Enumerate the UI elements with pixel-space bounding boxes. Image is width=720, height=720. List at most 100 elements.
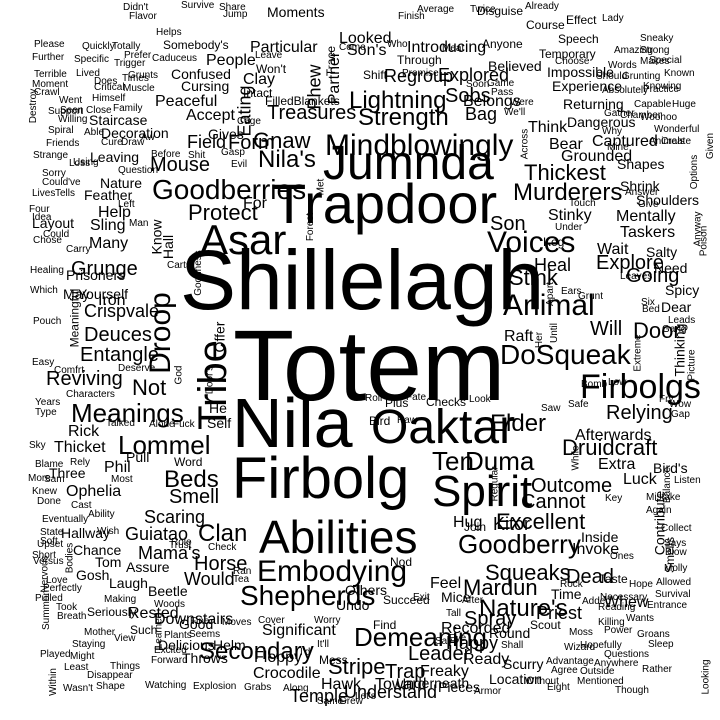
word-things: Things [110, 661, 141, 672]
word-say: Say [435, 636, 453, 647]
word-regroup: Regroup [384, 66, 454, 86]
word-laugh: Laugh [109, 575, 148, 591]
word-love: Love [46, 575, 68, 586]
word-talked: Talked [106, 418, 135, 429]
word-played: Played [40, 649, 71, 660]
word-id: I'd [300, 647, 311, 658]
word-staircase: Staircase [89, 112, 148, 128]
word-poison: Poison [698, 225, 710, 257]
word-please: Please [34, 39, 65, 50]
word-sneaky: Sneaky [640, 33, 674, 44]
word-sling: Sling [90, 217, 126, 234]
word-huge: Huge [672, 99, 696, 110]
word-gosh: Gosh [76, 567, 110, 583]
word-promise: Promise [402, 68, 439, 79]
word-years: Years [35, 397, 61, 408]
word-regular: Regular [489, 466, 501, 502]
word-shepherds: Shepherds [240, 580, 376, 611]
word-jumnda: Jumnda [323, 137, 494, 190]
word-many: Many [89, 235, 129, 252]
word-groans: Groans [637, 629, 670, 640]
word-goodberry: Goodberry [458, 529, 581, 559]
word-sleep: Sleep [648, 639, 674, 650]
word-form: Form [228, 132, 275, 154]
word-abilities: Abilities [259, 511, 418, 563]
word-taste: Taste [599, 572, 628, 586]
word-temple: Temple [290, 686, 349, 706]
word-crispvale: Crispvale [84, 301, 160, 321]
word-eye: Eye [449, 633, 467, 644]
word-throws: Throws [182, 650, 228, 666]
word-leave: Leave [255, 50, 283, 61]
word-who: Who [387, 39, 408, 50]
word-wow: Wow [669, 399, 692, 410]
word-three: Three [49, 465, 86, 481]
word-word: Word [174, 455, 203, 469]
word-easy: Easy [32, 357, 55, 368]
word-leaves: Leaves [620, 271, 653, 282]
word-invoke: Invoke [572, 541, 620, 558]
word-willing: Willing [58, 114, 88, 125]
word-prefer: Prefer [124, 50, 152, 61]
word-animal: Animal [503, 289, 595, 322]
word-offer: Offer [211, 321, 228, 353]
word-raft: Raft [504, 328, 534, 345]
word-downstairs: Downstairs [154, 611, 234, 628]
word-twice: Twice [470, 4, 496, 15]
word-good: Good [179, 616, 214, 632]
word-deserve: Deserve [118, 363, 156, 374]
word-characters: Characters [66, 389, 115, 400]
word-spirit: Spirit [432, 467, 533, 516]
word-perfectly: Perfectly [43, 583, 82, 594]
word-outcome: Outcome [531, 475, 613, 497]
word-smell: Smell [169, 486, 220, 508]
word-rested: Rested [128, 605, 179, 622]
word-lived: Lived [76, 68, 100, 79]
word-amazing: Amazing [614, 45, 653, 56]
word-beetle: Beetle [148, 583, 188, 599]
word-filledblankets: FilledBlankets [265, 94, 340, 108]
word-able: Able [84, 127, 105, 138]
word-mardun: Mardun [463, 575, 538, 600]
word-choose: Choose [555, 56, 590, 67]
word-know: Know [148, 219, 165, 255]
word-salty: Salty [646, 244, 678, 260]
word-inside: Inside [581, 529, 619, 545]
word-dead: Dead [566, 566, 614, 588]
word-murderers: Murderers [513, 179, 623, 206]
word-chamber: Chamber [620, 110, 662, 121]
word-nila: Nila [232, 384, 353, 462]
word-trigger: Trigger [114, 58, 146, 69]
word-knew: Knew [32, 486, 58, 497]
word-pull: Pull [126, 449, 150, 465]
word-role: Role [171, 537, 192, 548]
word-feather: Feather [84, 187, 133, 203]
word-voices: Voices [487, 226, 576, 259]
word-along: Along [283, 683, 309, 694]
word-secondary: Secondary [199, 638, 314, 665]
word-hawk: Hawk [321, 676, 362, 693]
word-after: After [462, 595, 484, 606]
word-check: Check [208, 542, 237, 553]
word-clay: Clay [243, 71, 276, 88]
word-killing: Killing [598, 617, 625, 628]
word-collect: Collect [661, 523, 692, 534]
word-didnt: Didn't [123, 2, 149, 13]
word-sky: Sky [29, 440, 46, 451]
word-strong: Strong [640, 45, 670, 56]
word-recorded: Recorded [441, 620, 511, 637]
word-forward: Forward [151, 655, 188, 666]
word-excited: Excited [154, 645, 187, 656]
word-such: Such [130, 623, 158, 637]
word-crocodile: Crocodile [253, 665, 321, 682]
word-explore: Explore [596, 252, 664, 274]
word-raw: Raw [397, 415, 418, 426]
word-meaningful: Meaningful [67, 288, 82, 348]
word-agree: Agree [551, 665, 578, 676]
word-somebodys: Somebody's [163, 38, 229, 52]
word-undo: Undo [336, 597, 370, 613]
word-entrance: Entrance [647, 600, 688, 611]
word-anywhere: Anywhere [594, 658, 639, 669]
word-sorry: Sorry [42, 168, 66, 179]
word-natures: Nature's [479, 595, 568, 622]
